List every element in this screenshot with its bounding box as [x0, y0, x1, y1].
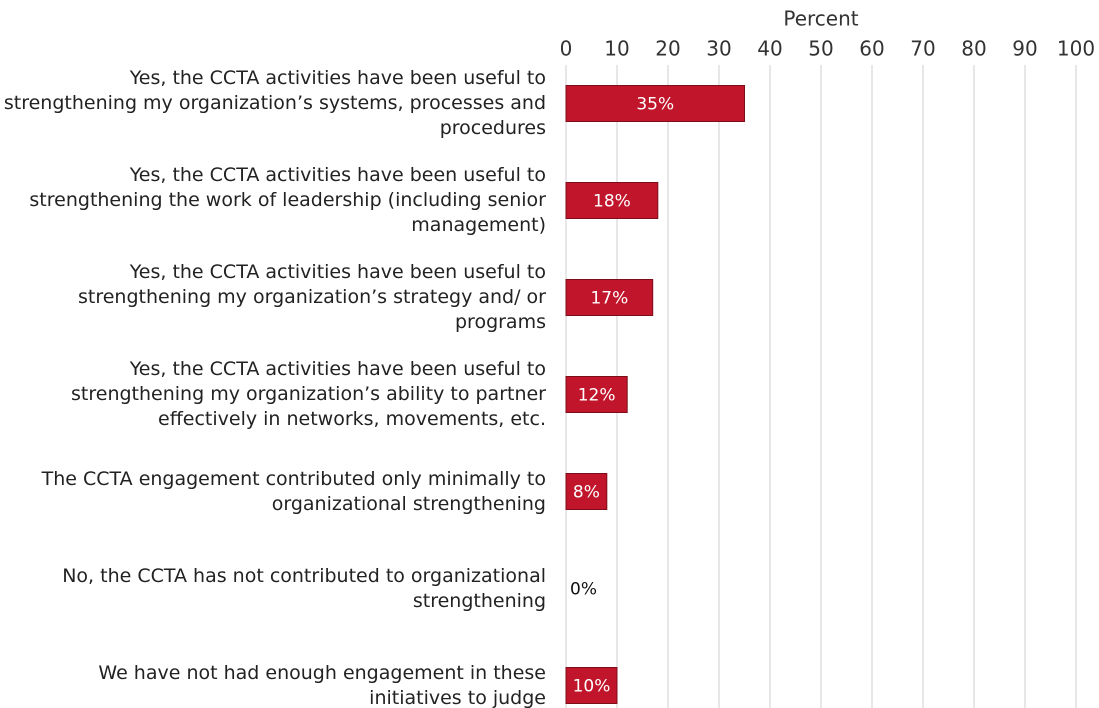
category-label: Yes, the CCTA activities have been usefu…	[0, 152, 546, 249]
x-tick-label: 0	[560, 37, 573, 61]
category-text: Yes, the CCTA activities have been usefu…	[78, 261, 546, 333]
x-tick-label: 60	[859, 37, 884, 61]
axis-title: Percent	[783, 7, 858, 31]
x-tick-label: 70	[910, 37, 935, 61]
category-text: Yes, the CCTA activities have been usefu…	[71, 358, 546, 430]
value-label: 12%	[578, 386, 616, 406]
bar	[565, 85, 745, 122]
x-tick-label: 100	[1057, 37, 1095, 61]
value-label: 18%	[593, 192, 631, 212]
value-label: 35%	[636, 95, 674, 115]
bar	[565, 182, 659, 219]
value-label: 0%	[570, 580, 597, 600]
x-tick-label: 40	[757, 37, 782, 61]
category-label: Yes, the CCTA activities have been usefu…	[0, 55, 546, 152]
bar	[565, 667, 618, 704]
category-text: We have not had enough engagement in the…	[98, 661, 546, 708]
category-label: Yes, the CCTA activities have been usefu…	[0, 346, 546, 443]
x-tick-label: 90	[1012, 37, 1037, 61]
category-text: Yes, the CCTA activities have been usefu…	[29, 164, 546, 236]
value-label: 8%	[573, 483, 600, 503]
value-label: 10%	[573, 677, 611, 697]
value-label: 17%	[590, 289, 628, 309]
bar	[565, 473, 608, 510]
category-label: Yes, the CCTA activities have been usefu…	[0, 249, 546, 346]
category-text: Yes, the CCTA activities have been usefu…	[3, 67, 546, 139]
category-text: No, the CCTA has not contributed to orga…	[62, 564, 546, 612]
x-tick-label: 80	[961, 37, 986, 61]
x-tick-label: 10	[604, 37, 629, 61]
x-tick-label: 50	[808, 37, 833, 61]
category-label: The CCTA engagement contributed only min…	[0, 443, 546, 540]
x-tick-label: 30	[706, 37, 731, 61]
x-tick-label: 20	[655, 37, 680, 61]
category-label: No, the CCTA has not contributed to orga…	[0, 540, 546, 637]
category-label: We have not had enough engagement in the…	[0, 637, 546, 708]
bar	[565, 376, 628, 413]
category-text: The CCTA engagement contributed only min…	[41, 467, 546, 515]
bar	[565, 279, 654, 316]
